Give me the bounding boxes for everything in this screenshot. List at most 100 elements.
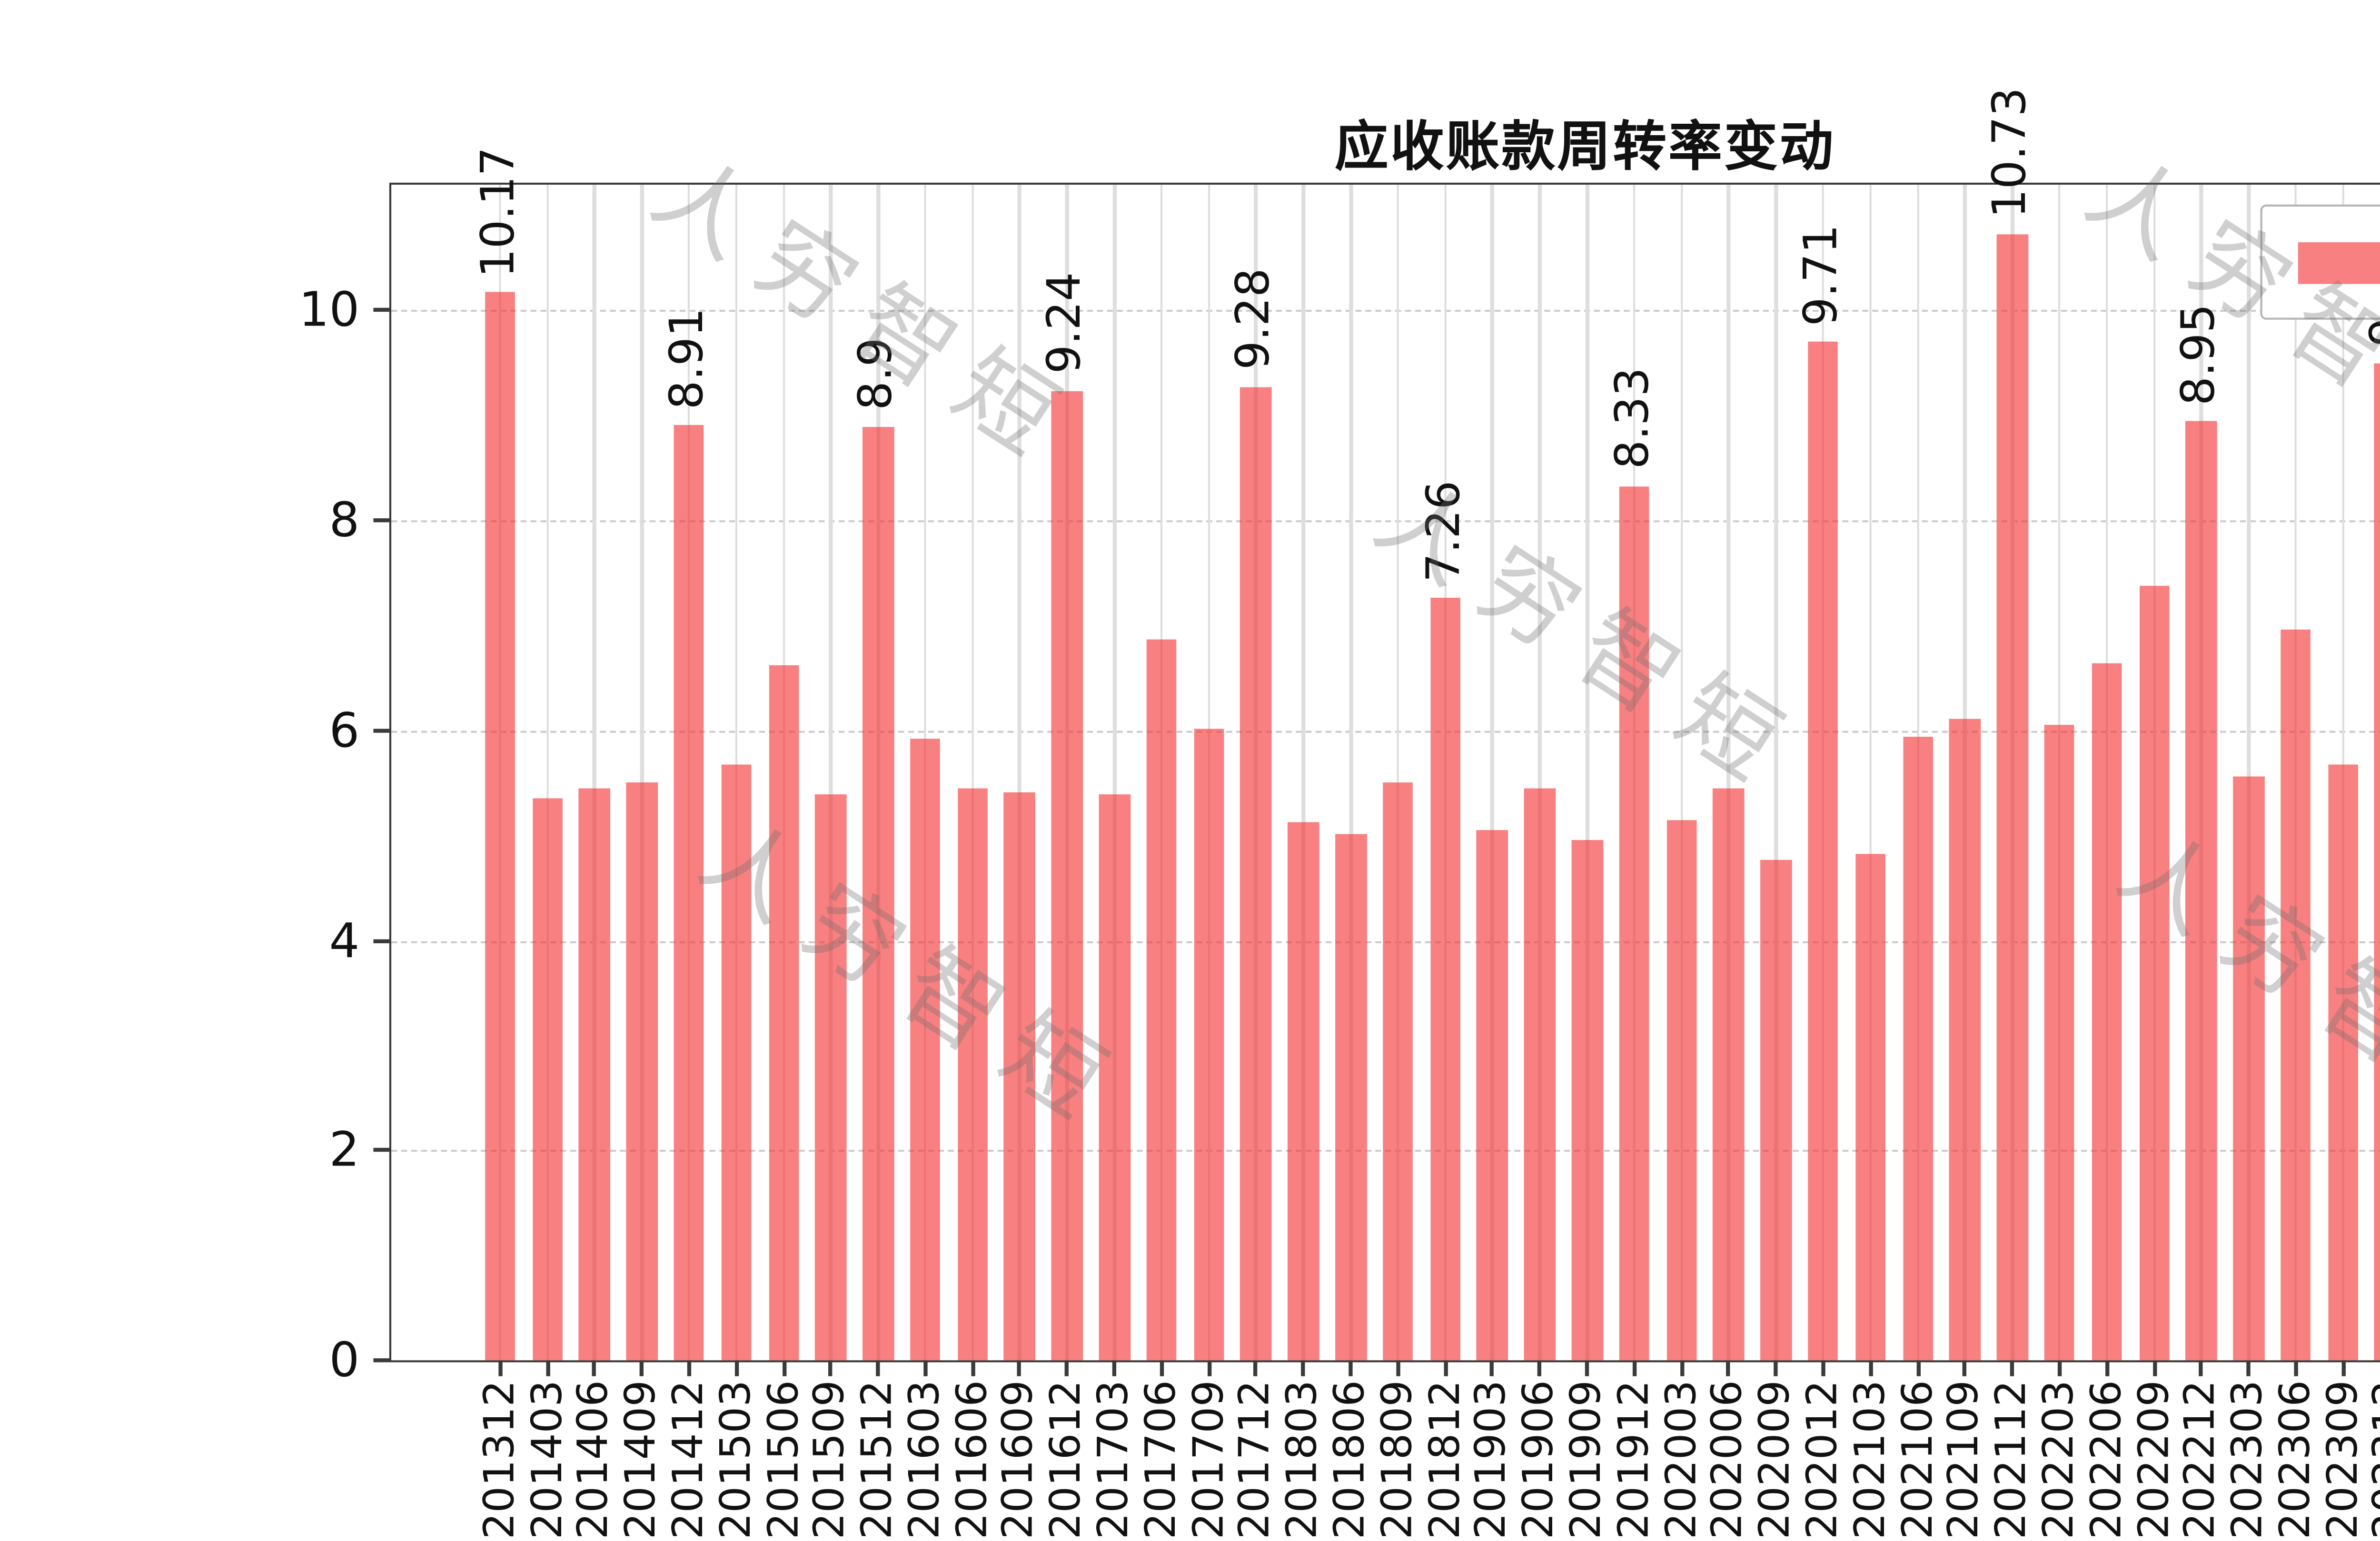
- x-tick-label: 202006: [1704, 1380, 1752, 1540]
- x-tick-label: 202312: [2365, 1380, 2380, 1540]
- x-tick-mark: [1349, 1360, 1353, 1376]
- x-tick-mark: [2246, 1360, 2251, 1376]
- y-tick-label: 6: [329, 702, 360, 759]
- x-tick-mark: [2293, 1360, 2298, 1376]
- x-tick-label: 201912: [1609, 1380, 1657, 1540]
- x-tick-label: 201812: [1420, 1380, 1468, 1540]
- y-tick-mark: [373, 1148, 392, 1153]
- x-tick-mark: [1018, 1360, 1022, 1376]
- v-gridline: [1727, 185, 1730, 1361]
- x-tick-mark: [545, 1360, 550, 1376]
- x-tick-mark: [1915, 1360, 1920, 1376]
- x-tick-label: 202009: [1751, 1380, 1799, 1540]
- x-tick-label: 201712: [1231, 1380, 1279, 1540]
- x-tick-label: 201512: [853, 1380, 901, 1540]
- x-tick-mark: [1537, 1360, 1542, 1376]
- bar-202306: [2280, 629, 2311, 1361]
- x-tick-label: 201409: [617, 1380, 665, 1540]
- y-tick-label: 0: [329, 1332, 360, 1388]
- x-tick-mark: [1585, 1360, 1589, 1376]
- x-tick-label: 201803: [1279, 1380, 1327, 1540]
- bar-202012: [1808, 341, 1839, 1361]
- x-tick-mark: [971, 1360, 975, 1376]
- v-gridline: [1396, 185, 1399, 1361]
- v-gridline: [1349, 185, 1352, 1361]
- h-gridline: [391, 520, 2380, 523]
- x-tick-mark: [1868, 1360, 1873, 1376]
- bar-202009: [1760, 859, 1792, 1361]
- x-tick-mark: [1207, 1360, 1211, 1376]
- bar-202312: [2375, 363, 2380, 1361]
- x-tick-label: 201709: [1184, 1380, 1232, 1540]
- x-tick-label: 202209: [2129, 1380, 2177, 1540]
- y-tick-mark: [373, 938, 392, 943]
- bar-201812: [1429, 598, 1461, 1361]
- x-tick-mark: [1490, 1360, 1495, 1376]
- bar-201712: [1240, 386, 1272, 1361]
- x-tick-mark: [2057, 1360, 2062, 1376]
- bar-201803: [1288, 823, 1319, 1361]
- bar-202006: [1713, 788, 1745, 1361]
- y-tick-label: 4: [329, 912, 360, 968]
- x-tick-label: 202206: [2082, 1380, 2130, 1540]
- v-gridline: [1491, 185, 1494, 1361]
- x-tick-label: 201509: [806, 1380, 854, 1540]
- bar-201903: [1477, 829, 1508, 1361]
- x-tick-label: 201903: [1468, 1380, 1516, 1540]
- x-tick-label: 202303: [2223, 1380, 2271, 1540]
- y-tick-mark: [373, 308, 392, 313]
- x-tick-label: 202106: [1893, 1380, 1941, 1540]
- bar-202209: [2138, 586, 2170, 1361]
- x-tick-mark: [2104, 1360, 2109, 1376]
- x-tick-mark: [829, 1360, 833, 1376]
- x-tick-label: 201909: [1562, 1380, 1610, 1540]
- bar-201612: [1051, 390, 1083, 1361]
- x-tick-mark: [2341, 1360, 2345, 1376]
- bar-201403: [532, 799, 563, 1361]
- bar-202103: [1855, 854, 1886, 1361]
- x-tick-mark: [1726, 1360, 1731, 1376]
- bar-201912: [1618, 486, 1650, 1361]
- h-gridline: [391, 310, 2380, 313]
- bar-201312: [485, 293, 516, 1361]
- bar-202109: [1949, 718, 1981, 1361]
- bar-201809: [1382, 783, 1414, 1361]
- x-tick-mark: [2152, 1360, 2156, 1376]
- y-tick-mark: [373, 728, 392, 733]
- bar-201603: [910, 739, 941, 1361]
- x-tick-mark: [1679, 1360, 1684, 1376]
- x-tick-mark: [2010, 1360, 2014, 1376]
- bar-201406: [579, 788, 610, 1361]
- v-gridline: [593, 185, 596, 1361]
- x-tick-label: 202003: [1656, 1380, 1705, 1540]
- bar-201606: [957, 788, 988, 1361]
- x-tick-mark: [640, 1360, 644, 1376]
- bar-202203: [2044, 725, 2075, 1361]
- x-tick-label: 202309: [2318, 1380, 2366, 1540]
- x-tick-label: 201706: [1137, 1380, 1185, 1540]
- x-tick-mark: [1065, 1360, 1070, 1376]
- x-tick-mark: [1160, 1360, 1164, 1376]
- bar-201706: [1146, 639, 1177, 1361]
- v-gridline: [1680, 185, 1683, 1361]
- x-tick-label: 201412: [664, 1380, 712, 1540]
- bar-202206: [2091, 662, 2122, 1361]
- x-tick-label: 202212: [2176, 1380, 2224, 1540]
- x-tick-label: 202103: [1845, 1380, 1894, 1540]
- bar-202003: [1666, 820, 1697, 1361]
- bars-layer: [391, 185, 2380, 1361]
- bar-201512: [863, 426, 894, 1361]
- x-tick-mark: [923, 1360, 928, 1376]
- x-tick-mark: [498, 1360, 502, 1376]
- bar-201703: [1099, 793, 1130, 1361]
- bar-201709: [1193, 729, 1225, 1361]
- v-gridline: [1302, 185, 1305, 1361]
- x-tick-label: 201312: [475, 1380, 523, 1540]
- bar-201806: [1335, 833, 1366, 1361]
- v-gridline: [1113, 185, 1116, 1361]
- bar-201409: [626, 783, 657, 1361]
- x-tick-mark: [1254, 1360, 1259, 1376]
- y-axis-ticks: 0 2 4 6 8 10: [299, 185, 2380, 1384]
- x-tick-mark: [592, 1360, 597, 1376]
